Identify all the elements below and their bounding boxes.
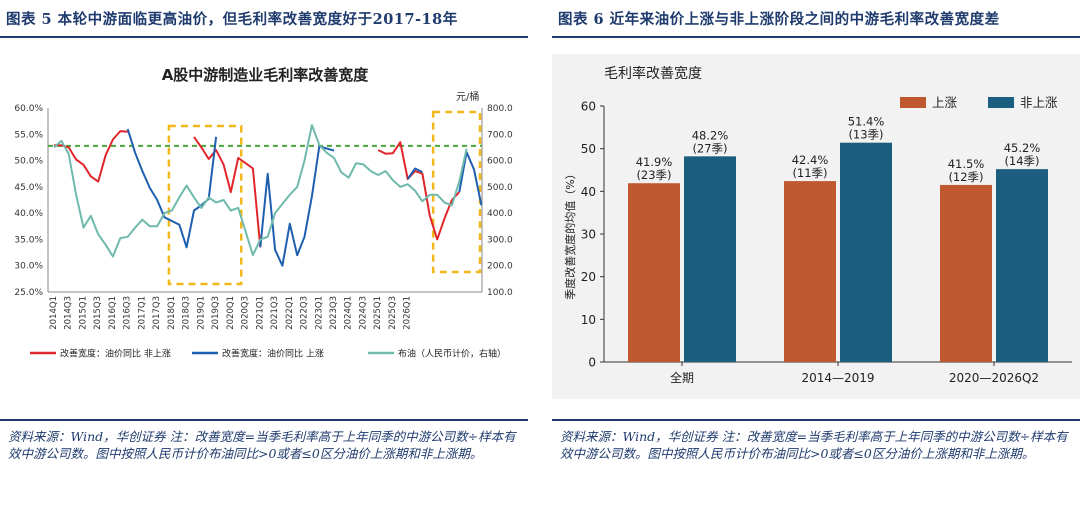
x-tick: 2022Q3 — [300, 296, 310, 330]
x-tick: 2023Q3 — [329, 296, 339, 330]
data-label: 48.2% — [692, 128, 729, 142]
legend-swatch — [900, 97, 926, 108]
x-tick: 2015Q1 — [78, 296, 88, 330]
y-tick-right: 100.0 — [487, 288, 513, 298]
x-tick: 2022Q1 — [285, 296, 295, 330]
title-rule — [0, 36, 528, 38]
chart-title: A股中游制造业毛利率改善宽度 — [162, 66, 370, 84]
x-tick: 2024Q1 — [344, 296, 354, 330]
y-tick: 10 — [581, 313, 596, 327]
x-tick: 2025Q3 — [388, 296, 398, 330]
quarter-count-label: (23季) — [636, 168, 671, 182]
x-tick: 2016Q1 — [108, 296, 118, 330]
legend-label: 上涨 — [932, 95, 958, 110]
y-tick-left: 55.0% — [14, 130, 43, 140]
x-tick: 2016Q3 — [123, 296, 133, 330]
y-tick-right: 600.0 — [487, 157, 513, 167]
data-label: 42.4% — [792, 153, 829, 167]
y-tick-right: 800.0 — [487, 104, 513, 114]
y-tick: 50 — [581, 142, 596, 156]
y-tick-right: 400.0 — [487, 209, 513, 219]
x-tick: 2019Q3 — [211, 296, 221, 330]
data-label: 41.5% — [948, 157, 985, 171]
bar-rise — [784, 181, 836, 362]
y-tick-right: 300.0 — [487, 235, 513, 245]
x-tick: 2014Q3 — [64, 296, 74, 330]
right-axis-unit: 元/桶 — [456, 90, 479, 103]
y-tick-right: 200.0 — [487, 262, 513, 272]
y-tick-left: 35.0% — [14, 235, 43, 245]
source-note: 资料来源：Wind，华创证券 注：改善宽度=当季毛利率高于上年同季的中游公司数÷… — [8, 429, 516, 461]
legend-label: 改善宽度：油价同比 非上涨 — [60, 348, 171, 360]
series-line-1 — [54, 130, 461, 248]
x-tick: 2020Q1 — [226, 296, 236, 330]
y-tick-left: 50.0% — [14, 157, 43, 167]
highlight-box-2025-2026 — [431, 110, 482, 274]
title-rule — [552, 36, 1080, 38]
x-tick: 2020Q3 — [241, 296, 251, 330]
y-tick: 0 — [588, 356, 596, 370]
y-tick-left: 40.0% — [14, 209, 43, 219]
y-tick-left: 25.0% — [14, 288, 43, 298]
right-figure-panel: 图表 6 近年来油价上涨与非上涨阶段之间的中游毛利率改善宽度差 毛利率改善宽度季… — [552, 0, 1080, 510]
x-tick: 2023Q1 — [314, 296, 324, 330]
source-note: 资料来源：Wind，华创证券 注：改善宽度=当季毛利率高于上年同季的中游公司数÷… — [560, 429, 1068, 461]
data-label: 51.4% — [848, 115, 885, 129]
legend-label: 非上涨 — [1020, 95, 1058, 110]
chart-title: 毛利率改善宽度 — [604, 65, 702, 82]
x-tick: 2014—2019 — [801, 371, 874, 385]
x-tick: 2014Q1 — [49, 296, 59, 330]
source-rule — [0, 419, 528, 421]
x-tick: 2021Q1 — [255, 296, 265, 330]
y-tick-left: 30.0% — [14, 262, 43, 272]
bar-nonrise — [684, 156, 736, 362]
x-tick: 2020—2026Q2 — [949, 371, 1039, 385]
legend-label: 布油（人民币计价，右轴） — [398, 348, 506, 360]
y-tick-right: 700.0 — [487, 130, 513, 140]
quarter-count-label: (11季) — [792, 166, 827, 180]
figure-title: 图表 5 本轮中游面临更高油价，但毛利率改善宽度好于2017-18年 — [6, 11, 458, 28]
y-tick: 60 — [581, 100, 596, 114]
left-figure-panel: 图表 5 本轮中游面临更高油价，但毛利率改善宽度好于2017-18年 A股中游制… — [0, 0, 528, 510]
quarter-count-label: (12季) — [948, 170, 983, 184]
quarter-count-label: (14季) — [1004, 154, 1039, 168]
x-tick: 2018Q1 — [167, 296, 177, 330]
x-tick: 2017Q1 — [137, 296, 147, 330]
series-line-2 — [126, 128, 483, 267]
y-tick: 30 — [581, 228, 596, 242]
y-tick-right: 500.0 — [487, 183, 513, 193]
bar-rise — [940, 184, 992, 362]
x-tick: 2018Q3 — [182, 296, 192, 330]
data-label: 41.9% — [636, 155, 673, 169]
x-tick: 2024Q3 — [358, 296, 368, 330]
quarter-count-label: (13季) — [848, 128, 883, 142]
y-tick: 40 — [581, 185, 596, 199]
x-tick: 全期 — [670, 370, 694, 385]
source-rule — [552, 419, 1080, 421]
legend-swatch — [988, 97, 1014, 108]
quarter-count-label: (27季) — [692, 141, 727, 155]
x-tick: 2017Q3 — [152, 296, 162, 330]
x-tick: 2015Q3 — [93, 296, 103, 330]
highlight-box-2017-2018 — [167, 124, 243, 286]
x-tick: 2026Q1 — [403, 296, 413, 330]
series-line-3 — [53, 124, 468, 258]
bar-chart: 毛利率改善宽度季度改善宽度的均值（%）0102030405060全期41.9%(… — [552, 54, 1080, 399]
y-tick-left: 60.0% — [14, 104, 43, 114]
bar-rise — [628, 183, 680, 362]
data-label: 45.2% — [1004, 141, 1041, 155]
bar-nonrise — [840, 142, 892, 362]
y-axis-label: 季度改善宽度的均值（%） — [563, 168, 577, 299]
figure-title: 图表 6 近年来油价上涨与非上涨阶段之间的中游毛利率改善宽度差 — [558, 11, 1000, 28]
x-tick: 2021Q3 — [270, 296, 280, 330]
y-tick: 20 — [581, 270, 596, 284]
x-tick: 2025Q1 — [373, 296, 383, 330]
x-tick: 2019Q1 — [196, 296, 206, 330]
legend-label: 改善宽度：油价同比 上涨 — [222, 348, 324, 360]
y-tick-left: 45.0% — [14, 183, 43, 193]
bar-nonrise — [996, 169, 1048, 362]
